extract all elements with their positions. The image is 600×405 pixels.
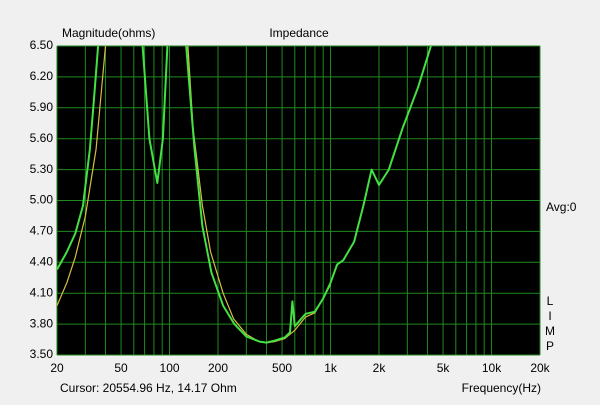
x-tick-label: 5k [437,361,451,375]
avg-label: Avg:0 [546,200,577,214]
y-tick-label: 4.40 [30,254,54,268]
x-axis-label: Frequency(Hz) [462,381,541,395]
x-tick-label: 2k [373,361,387,375]
x-tick-label: 100 [160,361,180,375]
y-tick-label: 5.00 [30,193,54,207]
x-tick-label: 10k [482,361,502,375]
y-tick-label: 5.30 [30,162,54,176]
impedance-line [57,46,432,344]
chart-title: Impedance [269,26,329,40]
y-tick-label: 3.80 [30,316,54,330]
y-tick-label: 6.50 [30,38,54,52]
x-tick-label: 1k [324,361,338,375]
y-tick-label: 5.90 [30,100,54,114]
y-tick-label: 4.70 [30,224,54,238]
y-tick-label: 6.20 [30,69,54,83]
x-tick-label: 50 [114,361,128,375]
x-tick-label: 20k [530,361,550,375]
y-tick-label: 5.60 [30,131,54,145]
cursor-readout: Cursor: 20554.96 Hz, 14.17 Ohm [60,381,237,395]
x-tick-label: 20 [50,361,64,375]
brand: LIMP [543,294,557,354]
x-tick-label: 200 [208,361,228,375]
y-tick-label: 4.10 [30,285,54,299]
y-axis-label: Magnitude(ohms) [62,26,155,40]
y-tick-label: 3.50 [30,347,54,361]
x-tick-label: 500 [272,361,292,375]
